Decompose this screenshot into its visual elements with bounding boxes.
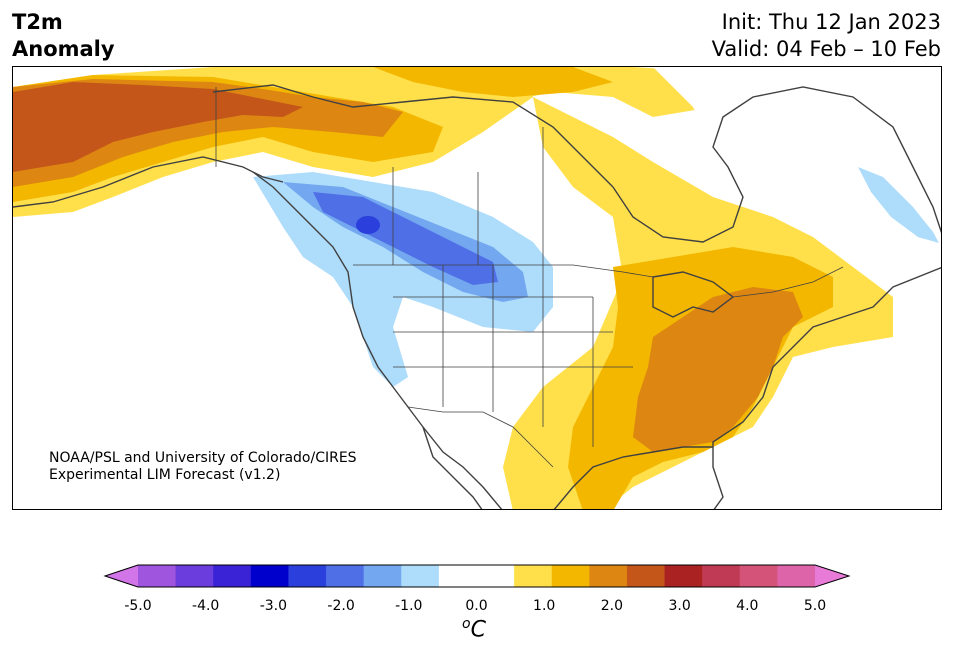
credit-line-1: NOAA/PSL and University of Colorado/CIRE…	[49, 450, 357, 466]
colorbar-segment	[250, 565, 289, 587]
colorbar-segment	[664, 565, 703, 587]
map-canvas	[13, 67, 941, 509]
pacific-coast	[252, 171, 503, 509]
anomaly-map	[12, 66, 942, 510]
colorbar-extend-low	[105, 565, 138, 587]
title-anomaly: Anomaly	[12, 37, 115, 61]
colorbar-tick-label: -4.0	[192, 598, 220, 614]
colorbar-tick-label: 3.0	[668, 598, 691, 614]
west-cold-core	[356, 216, 380, 234]
colorbar-segment	[175, 565, 214, 587]
colorbar-segment	[551, 565, 590, 587]
arctic-coast	[212, 84, 614, 188]
state-grid-1	[393, 265, 633, 447]
political-borders	[215, 87, 844, 468]
coastlines	[13, 84, 941, 509]
colorbar-segment	[326, 565, 365, 587]
colorbar-unit: oC	[462, 616, 486, 642]
colorbar-tick-label: -5.0	[124, 598, 152, 614]
forecast-dates: Init: Thu 12 Jan 2023 Valid: 04 Feb – 10…	[712, 9, 941, 63]
map-title: T2m Anomaly	[12, 9, 115, 63]
colorbar-outline	[103, 564, 851, 588]
colorbar-segment	[739, 565, 778, 587]
mexico-coast	[422, 426, 483, 509]
colorbar-extend-high	[815, 565, 849, 587]
alaska-coast	[13, 156, 284, 208]
colorbar-segment	[626, 565, 666, 587]
us-canada-border-east	[732, 266, 844, 298]
colorbar-segment	[777, 565, 816, 587]
colorbar-segment	[476, 565, 515, 587]
init-date: Init: Thu 12 Jan 2023	[721, 10, 941, 34]
colorbar-tick-label: 4.0	[736, 598, 759, 614]
colorbar-tick-label: -3.0	[259, 598, 288, 614]
us-mexico-border	[407, 406, 554, 468]
alaska-warm-deep	[13, 82, 303, 172]
colorbar-segment	[401, 565, 440, 587]
colorbar-segment	[288, 565, 327, 587]
gulf-coast	[553, 446, 713, 509]
credit-line-2: Experimental LIM Forecast (v1.2)	[49, 467, 281, 483]
colorbar-tick-label: 2.0	[600, 598, 624, 614]
colorbar-tick-label: -1.0	[395, 598, 423, 614]
west-cold-strong	[313, 192, 498, 285]
unit-degree: o	[462, 616, 471, 632]
hudson-cold-light	[858, 167, 939, 243]
colorbar-segment	[514, 565, 553, 587]
colorbar-tick-label: -2.0	[327, 598, 355, 614]
east-warm-strong	[633, 287, 803, 452]
colorbar-tick-label: 0.0	[465, 598, 488, 614]
colorbar-tick-label: 1.0	[533, 598, 556, 614]
colorbar-segment	[213, 565, 252, 587]
colorbar-segment	[438, 565, 477, 587]
unit-letter: C	[470, 617, 486, 643]
arctic-warm-medium	[373, 67, 613, 97]
atlantic-coast	[712, 267, 941, 509]
title-variable: T2m	[12, 10, 63, 34]
colorbar-segment	[702, 565, 741, 587]
colorbar-segment	[138, 565, 177, 587]
colorbar-segment	[363, 565, 402, 587]
colorbar-segment	[589, 565, 628, 587]
colorbar-tick-label: 5.0	[803, 598, 827, 614]
hudson-bay-coast	[612, 86, 941, 243]
valid-range: Valid: 04 Feb – 10 Feb	[711, 37, 941, 61]
credit-text: NOAA/PSL and University of Colorado/CIRE…	[49, 450, 357, 484]
great-lakes	[652, 271, 735, 318]
